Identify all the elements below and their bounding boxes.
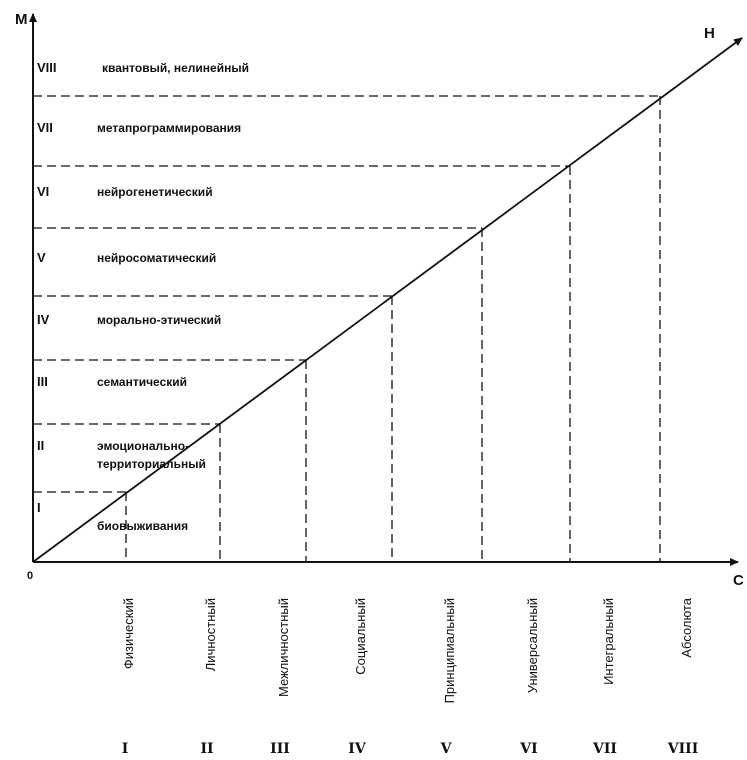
grid-layer — [33, 95, 661, 562]
level-numeral: II — [37, 438, 44, 453]
stage-name: Абсолюта — [679, 597, 694, 657]
level-name: нейрогенетический — [97, 185, 213, 199]
level-name: нейросоматический — [97, 251, 216, 265]
level-name: территориальный — [97, 457, 206, 471]
level-numeral: III — [37, 374, 48, 389]
origin-label: 0 — [27, 570, 33, 582]
stage-numeral: IV — [348, 741, 367, 757]
stage-numeral: VI — [519, 741, 537, 757]
stage-name: Межличностный — [276, 598, 291, 697]
level-numeral: VI — [37, 184, 49, 199]
level-name: эмоционально- — [97, 439, 189, 453]
level-name: семантический — [97, 375, 187, 389]
stage-numeral: VII — [592, 741, 617, 757]
level-numeral: VII — [37, 120, 53, 135]
level-numeral: I — [37, 500, 41, 515]
stage-numeral: I — [122, 741, 129, 757]
stage-name: Интегральный — [601, 598, 616, 685]
m-axis-label: M — [15, 11, 28, 28]
c-axis-label: C — [733, 572, 744, 589]
stage-numeral: V — [440, 741, 453, 757]
stage-labels: Физический I Личностный II Межличностный III С… — [121, 597, 698, 757]
stage-numeral: III — [270, 741, 290, 757]
stage-numeral: VIII — [667, 741, 699, 757]
h-diagonal-label: H — [704, 25, 715, 42]
stage-numeral: II — [200, 741, 213, 757]
h-diagonal — [32, 37, 743, 563]
axes-layer: M H C 0 — [15, 11, 744, 589]
level-name: морально-этический — [97, 313, 221, 327]
level-name: биовыживания — [97, 519, 188, 533]
stage-name: Универсальный — [525, 598, 540, 693]
level-name: метапрограммирования — [97, 121, 241, 135]
level-numeral: IV — [37, 312, 50, 327]
stage-name: Физический — [121, 598, 136, 669]
level-numeral: VIII — [37, 60, 57, 75]
stage-name: Личностный — [203, 598, 218, 671]
level-numeral: V — [37, 250, 46, 265]
stage-name: Принципиальный — [442, 598, 457, 703]
level-name: квантовый, нелинейный — [102, 61, 249, 75]
stage-name: Социальный — [353, 598, 368, 675]
